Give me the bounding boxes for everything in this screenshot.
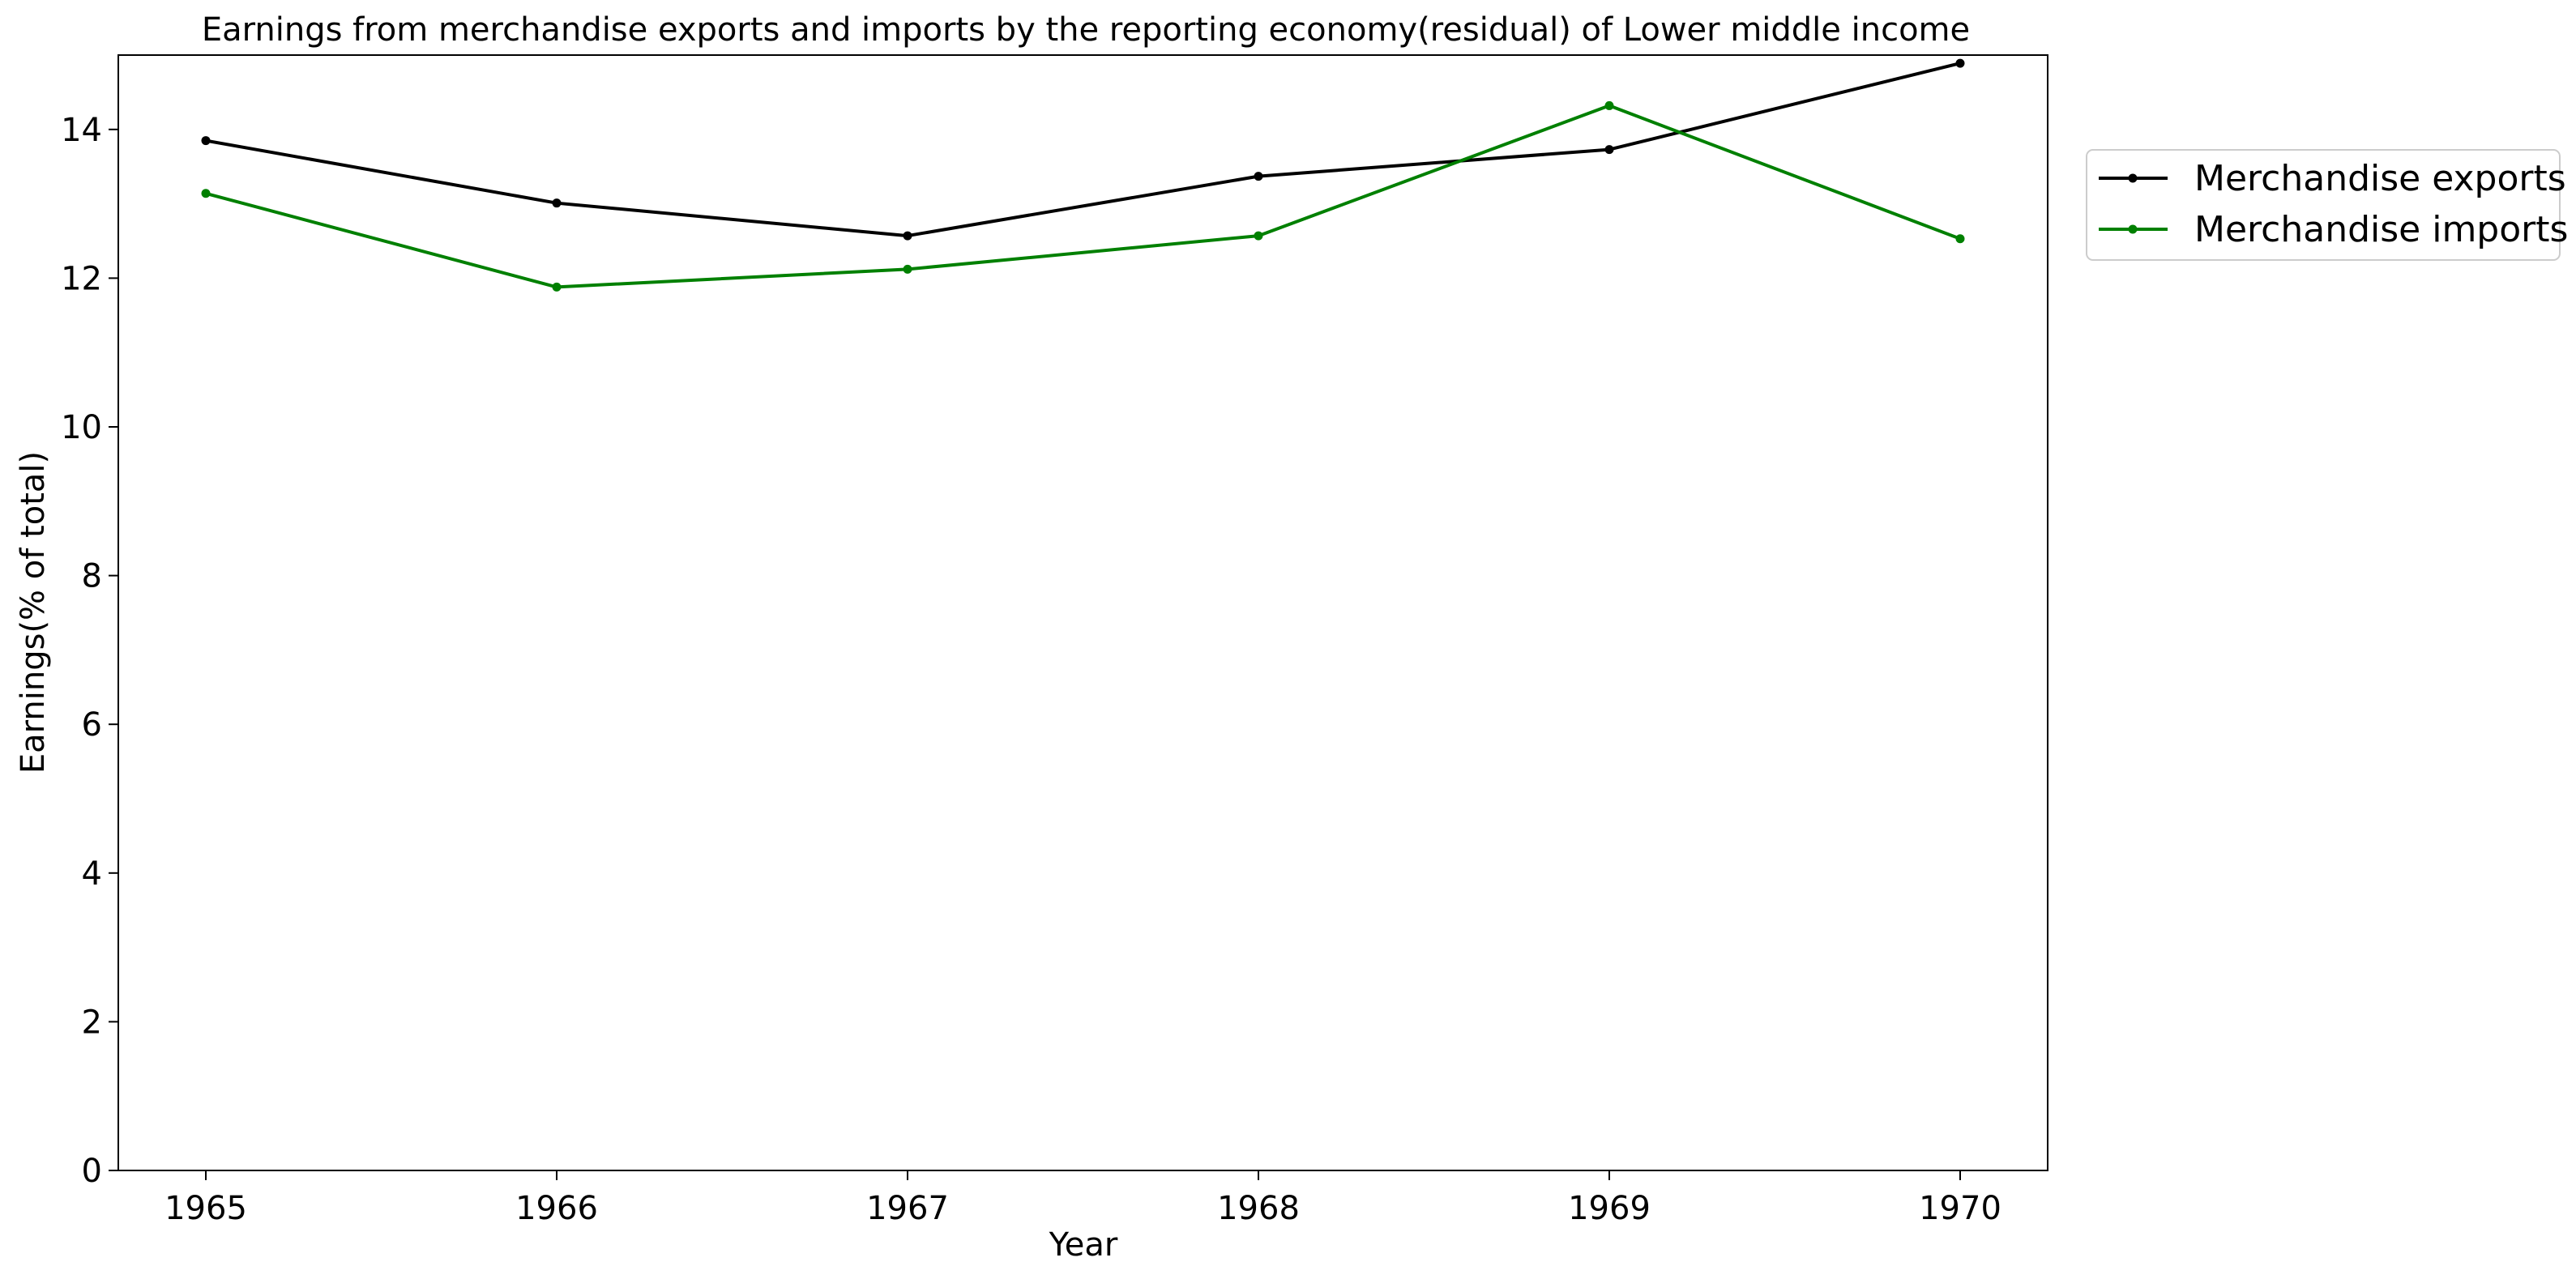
y-tick-label: 12 xyxy=(61,260,102,297)
data-point xyxy=(1604,145,1614,155)
series-line-0 xyxy=(205,62,1961,238)
chart-title: Earnings from merchandise exports and im… xyxy=(202,11,1970,49)
series-line-1 xyxy=(205,104,1961,289)
x-axis: 1965 1966 1967 1968 1969 1970 xyxy=(164,1170,2001,1227)
data-point xyxy=(1955,58,1965,68)
y-tick-label: 4 xyxy=(82,855,102,893)
data-point xyxy=(201,136,211,146)
y-tick-label: 2 xyxy=(82,1004,102,1041)
data-point xyxy=(1955,234,1965,244)
data-point xyxy=(1604,100,1614,110)
legend-marker xyxy=(2128,173,2138,183)
legend-box xyxy=(2086,149,2561,261)
series-layer xyxy=(201,58,1965,292)
data-point xyxy=(903,264,912,274)
x-tick-label: 1970 xyxy=(1919,1190,2001,1227)
y-tick-label: 8 xyxy=(82,558,102,595)
data-point xyxy=(552,198,562,208)
y-tick-label: 0 xyxy=(82,1153,102,1190)
legend-label: Merchandise imports xyxy=(2194,209,2568,250)
y-tick-label: 14 xyxy=(61,112,102,149)
x-tick-label: 1965 xyxy=(164,1190,247,1227)
data-point xyxy=(903,231,912,241)
y-axis-label: Earnings(% of total) xyxy=(15,451,52,774)
data-point xyxy=(1254,172,1263,181)
data-point xyxy=(201,189,211,198)
x-axis-label: Year xyxy=(1049,1226,1118,1264)
legend: Merchandise exports Merchandise imports xyxy=(2086,149,2568,261)
data-point xyxy=(1254,231,1263,241)
legend-label: Merchandise exports xyxy=(2194,158,2566,199)
x-tick-label: 1967 xyxy=(866,1190,949,1227)
y-axis: 0 2 4 6 8 10 12 14 xyxy=(61,112,118,1190)
x-tick-label: 1966 xyxy=(515,1190,598,1227)
y-tick-label: 10 xyxy=(61,409,102,446)
x-tick-label: 1968 xyxy=(1217,1190,1300,1227)
x-tick-label: 1969 xyxy=(1568,1190,1651,1227)
data-point xyxy=(552,282,562,292)
y-tick-label: 6 xyxy=(82,706,102,744)
plot-area xyxy=(117,54,2048,1171)
legend-marker xyxy=(2128,224,2138,234)
